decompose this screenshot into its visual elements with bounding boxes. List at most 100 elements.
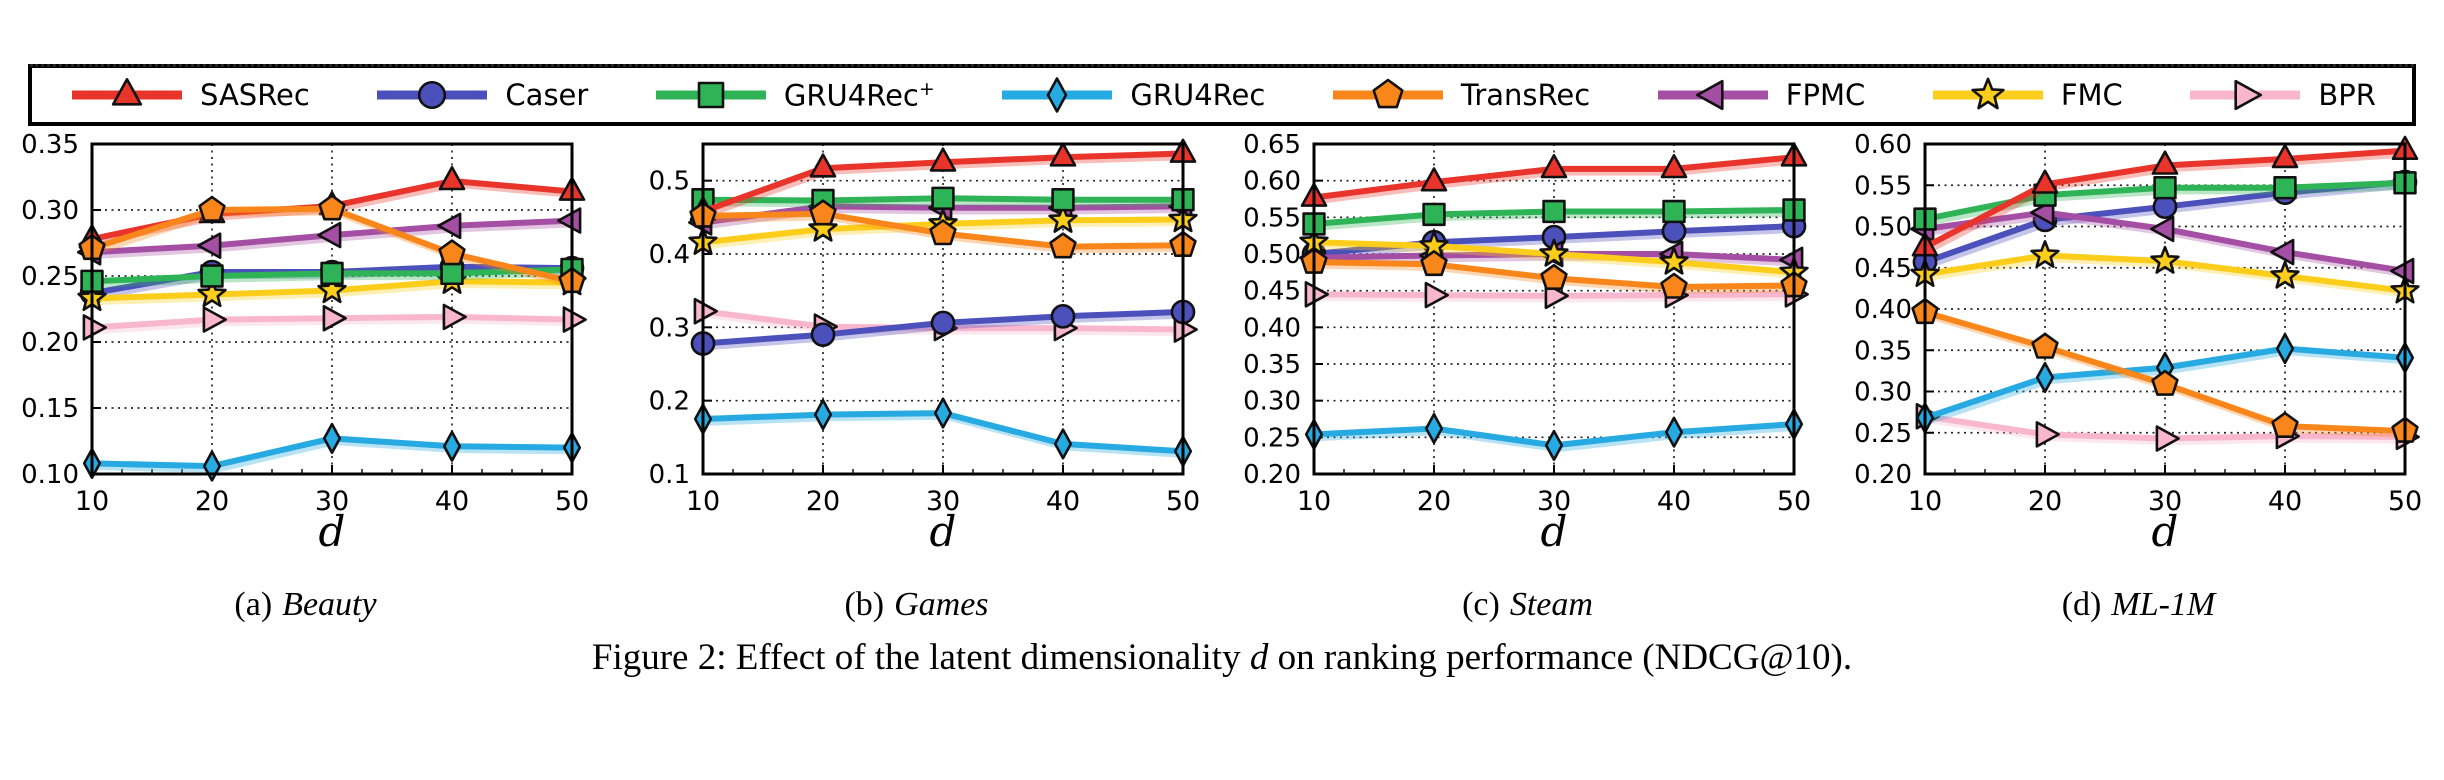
marker-triangle-right <box>2035 421 2060 448</box>
marker-star <box>316 275 347 304</box>
x-tick-label: 10 <box>1296 486 1330 517</box>
marker-circle <box>810 322 835 348</box>
y-tick-label: 0.30 <box>1854 378 1912 408</box>
y-tick-label: 0.30 <box>21 196 79 226</box>
marker-pentagon <box>197 195 226 222</box>
x-tick-label: 30 <box>1536 486 1570 517</box>
panel-caption-steam: (c) Steam <box>1222 586 1833 624</box>
x-tick-label: 10 <box>74 486 108 517</box>
series-group <box>76 165 587 482</box>
marker-triangle-right <box>562 306 587 333</box>
panel-caption-beauty: (a) Beauty <box>0 586 611 624</box>
marker-star <box>2269 260 2300 289</box>
y-tick-label: 0.45 <box>1243 277 1301 307</box>
marker-circle <box>418 80 447 110</box>
legend-swatch <box>72 78 182 106</box>
x-tick-label: 50 <box>1776 486 1810 517</box>
marker-square <box>930 186 955 210</box>
legend-label: FPMC <box>1785 77 1866 112</box>
marker-square <box>1661 199 1686 224</box>
x-tick-label: 30 <box>925 486 959 517</box>
chart-panel-beauty: 0.10 0.15 0.20 0.25 0.30 0.35 10 20 30 40 50 d <box>0 130 611 556</box>
marker-triangle-up <box>2031 169 2058 194</box>
series-gru4rec <box>1915 333 2414 434</box>
marker-diamond <box>933 397 952 429</box>
marker-triangle-up <box>1420 167 1447 192</box>
x-tick-label: 50 <box>554 486 588 517</box>
series-group <box>1909 135 2420 452</box>
y-tick-label: 0.35 <box>1854 336 1912 366</box>
series-gru4recplus <box>690 186 1195 213</box>
plot-border <box>701 142 1184 476</box>
marker-triangle-right <box>82 314 107 341</box>
marker-triangle-up <box>438 165 465 191</box>
marker-triangle-left <box>316 221 341 249</box>
marker-pentagon <box>2150 369 2179 396</box>
marker-star <box>807 213 838 242</box>
marker-triangle-left <box>2149 215 2174 243</box>
marker-diamond <box>1664 416 1683 448</box>
y-tick-label: 0.4 <box>648 240 689 270</box>
figure-caption: Figure 2: Effect of the latent dimension… <box>0 636 2444 679</box>
series-transrec <box>77 194 586 294</box>
marker-triangle-right <box>322 305 347 332</box>
clipped-figure-above-artifact <box>30 64 2414 67</box>
marker-triangle-left <box>2269 238 2294 266</box>
marker-square <box>1541 199 1566 224</box>
y-tick-label: 0.25 <box>1243 423 1301 453</box>
y-tick-label: 0.35 <box>1243 350 1301 380</box>
legend-swatch <box>1002 77 1113 113</box>
dataset-name: Steam <box>1509 586 1593 623</box>
chart-panel-games: 0.1 0.2 0.3 0.4 0.5 10 20 30 40 50 d <box>611 132 1222 556</box>
marker-triangle-up <box>1660 153 1687 179</box>
y-tick-label: 0.40 <box>1854 295 1912 325</box>
chart-panel-steam: 0.20 0.25 0.30 0.35 0.40 0.45 0.50 0.55 0.60 0.65… <box>1222 130 1833 556</box>
y-tick-label: 0.55 <box>1854 171 1912 201</box>
dataset-name: Games <box>894 586 989 623</box>
chart-games: 0.1 0.2 0.3 0.4 0.5 10 20 30 40 50 d <box>648 138 1200 556</box>
dataset-name: Beauty <box>282 586 377 623</box>
series-sasrec <box>1911 135 2418 257</box>
marker-triangle-left <box>436 212 461 240</box>
y-tick-label: 0.50 <box>1854 213 1912 243</box>
charts-row: 0.10 0.15 0.20 0.25 0.30 0.35 10 20 30 40 50 d 0.1 0… <box>0 130 2444 556</box>
marker-pentagon <box>808 199 837 226</box>
legend-item-caser: Caser <box>373 75 588 115</box>
marker-diamond <box>322 422 341 455</box>
legend: SASRec Caser GRU4Rec+ GRU4Rec TransRec FPMC FM… <box>28 64 2416 126</box>
y-tick-label: 0.5 <box>648 167 689 197</box>
y-tick-label: 0.2 <box>648 387 689 417</box>
marker-star <box>196 279 227 308</box>
axis-labels: 0.20 0.25 0.30 0.35 0.40 0.45 0.50 0.55 0.60 0.65… <box>1243 130 1811 556</box>
marker-pentagon <box>1419 250 1448 277</box>
plot-border <box>90 142 573 476</box>
marker-pentagon <box>2030 332 2059 359</box>
figure-caption-suffix: on ranking performance (NDCG@10). <box>1268 637 1853 678</box>
x-tick-label: 40 <box>434 486 468 517</box>
x-tick-label: 50 <box>2387 486 2421 517</box>
y-tick-label: 0.20 <box>1243 460 1301 490</box>
series-fmc <box>1909 240 2420 304</box>
marker-diamond <box>1424 412 1443 445</box>
legend-item-gru4rec: GRU4Rec <box>998 75 1265 115</box>
legend-item-gru4recplus: GRU4Rec+ <box>652 75 935 115</box>
y-tick-label: 0.45 <box>1854 254 1912 284</box>
y-tick-label: 0.20 <box>21 328 79 358</box>
x-tick-label: 20 <box>194 486 228 517</box>
y-tick-label: 0.10 <box>21 460 79 490</box>
series-transrec <box>688 199 1197 259</box>
panel-label: (c) <box>1462 586 1500 623</box>
series-sasrec <box>1300 142 1807 207</box>
chart-beauty: 0.10 0.15 0.20 0.25 0.30 0.35 10 20 30 40 50 d <box>21 130 589 556</box>
marker-diamond <box>202 450 221 482</box>
marker-pentagon <box>1539 263 1568 290</box>
marker-triangle-left <box>1695 79 1724 111</box>
x-axis-label: d <box>929 507 956 556</box>
y-tick-label: 0.30 <box>1243 387 1301 417</box>
x-tick-label: 10 <box>685 486 719 517</box>
y-tick-label: 0.35 <box>21 130 79 160</box>
marker-triangle-up <box>1540 153 1567 179</box>
legend-item-bpr: BPR <box>2186 75 2376 115</box>
chart-panel-ml1m: 0.20 0.25 0.30 0.35 0.40 0.45 0.50 0.55 0.60 10 20… <box>1833 130 2444 556</box>
axis-labels: 0.20 0.25 0.30 0.35 0.40 0.45 0.50 0.55 0.60 10 20… <box>1854 130 2422 556</box>
